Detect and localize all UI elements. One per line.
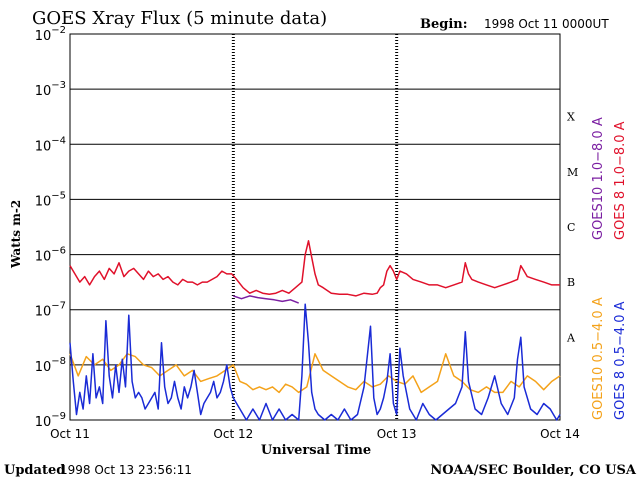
series-line-4 (69, 303, 561, 421)
legend-entry: GOES10 1.0−8.0 A (591, 117, 606, 240)
flare-class-label: M (567, 166, 578, 179)
y-tick-label: 10−5 (35, 190, 66, 209)
plot-frame (69, 33, 561, 421)
y-tick-label: 10−9 (35, 411, 66, 430)
y-tick-label: 10−4 (35, 135, 66, 154)
series-line-3 (69, 353, 561, 394)
y-tick-label: 10−7 (35, 301, 66, 320)
credit-text: NOAA/SEC Boulder, CO USA (430, 463, 637, 478)
y-tick-label: 10−8 (35, 356, 66, 375)
x-tick-label: Oct 12 (213, 427, 253, 441)
x-tick-label: Oct 14 (540, 427, 580, 441)
grid-layer (69, 33, 561, 421)
series-layer (69, 240, 561, 421)
begin-value: 1998 Oct 11 0000UT (484, 17, 609, 31)
legend: GOES10 1.0−8.0 A GOES 8 1.0−8.0 A GOES10 0… (591, 117, 628, 420)
x-axis-label: Universal Time (261, 443, 371, 458)
x-tick-labels: Oct 11 Oct 12 Oct 13 Oct 14 (50, 427, 580, 441)
chart-title: GOES Xray Flux (5 minute data) (32, 8, 327, 29)
updated-label: Updated (4, 463, 65, 478)
x-tick-label: Oct 11 (50, 427, 90, 441)
series-line-2 (69, 240, 560, 297)
flare-class-labels: X M C B A (566, 111, 578, 345)
updated-value: 1998 Oct 13 23:56:11 (60, 463, 192, 477)
legend-entry: GOES10 0.5−4.0 A (591, 297, 606, 420)
flare-class-label: A (566, 331, 576, 344)
y-tick-labels: 10−2 10−3 10−4 10−5 10−6 10−7 10−8 10−9 (35, 25, 66, 430)
y-tick-label: 10−3 (35, 80, 66, 99)
flare-class-label: B (567, 276, 575, 289)
flare-class-label: C (567, 221, 575, 234)
legend-entry: GOES 8 1.0−8.0 A (613, 121, 628, 240)
flare-class-label: X (567, 111, 575, 124)
y-tick-label: 10−6 (35, 246, 66, 265)
y-tick-label: 10−2 (35, 25, 66, 44)
legend-entry: GOES 8 0.5−4.0 A (613, 301, 628, 420)
y-axis-label: Watts m-2 (9, 200, 23, 269)
begin-label: Begin: (420, 17, 468, 32)
x-tick-label: Oct 13 (377, 427, 417, 441)
series-line-1 (233, 295, 299, 304)
